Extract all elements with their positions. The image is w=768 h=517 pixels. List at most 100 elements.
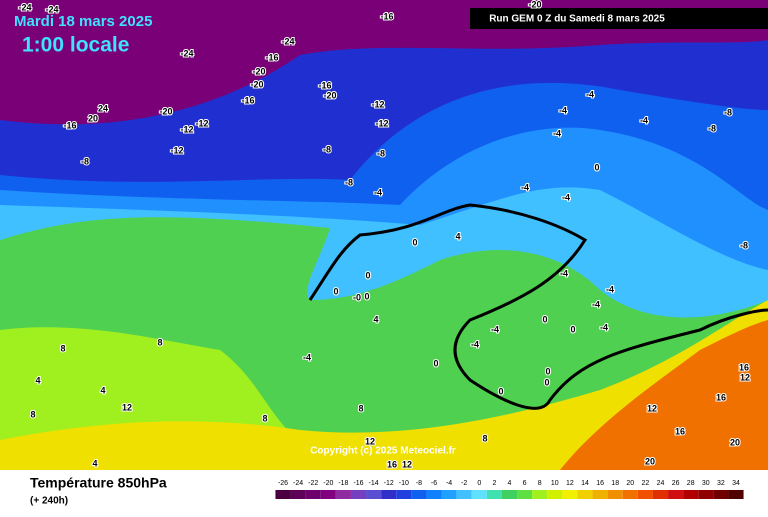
colorbar-label: 12 [566, 480, 574, 487]
contour-label: 12 [647, 403, 657, 413]
contour-label: -8 [81, 156, 89, 166]
contour-label: 12 [122, 402, 132, 412]
contour-label: -16 [380, 11, 393, 21]
colorbar-label: 14 [581, 480, 589, 487]
colorbar-swatch [290, 490, 306, 499]
colorbar-swatch [411, 490, 427, 499]
contour-label: -4 [592, 299, 600, 309]
colorbar-swatch [275, 490, 291, 499]
colorbar-label: 24 [657, 480, 665, 487]
contour-label: 12 [365, 436, 375, 446]
contour-label: -20 [159, 106, 172, 116]
contour-label: 20 [730, 437, 740, 447]
colorbar-swatch [547, 490, 563, 499]
contour-label: -8 [345, 177, 353, 187]
contour-label: 16 [387, 459, 397, 469]
colorbar-label: -20 [323, 480, 333, 487]
colorbar-swatch [456, 490, 472, 499]
contour-label: 8 [262, 413, 267, 423]
contour-label: -12 [371, 99, 384, 109]
colorbar-swatch [622, 490, 638, 499]
contour-label: -0 [353, 292, 361, 302]
contour-label: 8 [60, 343, 65, 353]
footer-lead: (+ 240h) [30, 496, 68, 507]
colorbar-label: -18 [338, 480, 348, 487]
contour-label: -20 [250, 79, 263, 89]
contour-label: -24 [281, 36, 294, 46]
temp-zone [0, 300, 768, 470]
contour-label: -8 [740, 240, 748, 250]
contour-label: -8 [708, 123, 716, 133]
colorbar-swatch [350, 490, 367, 499]
colorbar-swatch [577, 490, 593, 499]
contour-label: 4 [100, 385, 105, 395]
colorbar-label: -4 [446, 480, 452, 487]
contour-label: 0 [570, 324, 575, 334]
contour-label: 0 [545, 366, 550, 376]
colorbar-swatch [683, 490, 699, 499]
colorbar-label: -22 [308, 480, 318, 487]
contour-label: 8 [157, 337, 162, 347]
contour-label: 0 [365, 270, 370, 280]
colorbar-label: -26 [278, 480, 288, 487]
contour-label: 4 [373, 314, 378, 324]
contour-label: 4 [35, 375, 40, 385]
colorbar-swatch [471, 490, 487, 499]
colorbar-label: 10 [551, 480, 559, 487]
contour-label: -12 [375, 118, 388, 128]
contour-label: -4 [303, 352, 311, 362]
colorbar-label: -6 [431, 480, 437, 487]
contour-label: -12 [170, 145, 183, 155]
colorbar-swatch [396, 490, 412, 499]
colorbar-label: 2 [492, 480, 496, 487]
contour-label: 12 [402, 459, 412, 469]
contour-label: -4 [374, 187, 382, 197]
contour-label: 16 [675, 426, 685, 436]
colorbar-label: 0 [477, 480, 481, 487]
contour-label: -12 [195, 118, 208, 128]
contour-label: -20 [252, 66, 265, 76]
contour-label: -8 [323, 144, 331, 154]
colorbar-swatch [320, 490, 336, 499]
colorbar-label: 6 [523, 480, 527, 487]
colorbar-swatch [426, 490, 442, 499]
colorbar-swatch [517, 490, 533, 499]
time: 1:00 locale [22, 34, 129, 57]
contour-label: 12 [740, 372, 750, 382]
contour-label: 4 [455, 231, 460, 241]
colorbar-swatch [532, 490, 548, 499]
colorbar-label: -10 [399, 480, 409, 487]
contour-label: -12 [180, 124, 193, 134]
contour-label: -8 [724, 107, 732, 117]
colorbar-swatch [562, 490, 578, 499]
colorbar-label: -16 [353, 480, 363, 487]
colorbar-swatch [441, 490, 457, 499]
contour-label: 0 [364, 291, 369, 301]
colorbar-swatch [652, 490, 669, 499]
contour-label: -4 [586, 89, 594, 99]
contour-label: 8 [30, 409, 35, 419]
contour-label: -16 [63, 120, 76, 130]
zero-isotherm [308, 203, 768, 410]
colorbar-swatch [698, 490, 714, 499]
contour-label: -4 [640, 115, 648, 125]
colorbar-swatch [486, 490, 502, 499]
colorbar-swatch [366, 490, 382, 499]
contour-label: -24 [45, 4, 58, 14]
colorbar-label: -8 [416, 480, 422, 487]
contour-label: 0 [333, 286, 338, 296]
colorbar-swatch [607, 490, 623, 499]
colorbar-label: 32 [717, 480, 725, 487]
contour-label: -24 [18, 2, 31, 12]
colorbar-label: 26 [672, 480, 680, 487]
contour-label: -20 [528, 0, 541, 9]
contour-label: 8 [482, 433, 487, 443]
colorbar-label: -12 [384, 480, 394, 487]
contour-label: 0 [498, 386, 503, 396]
colorbar-swatch [728, 490, 744, 499]
colorbar-label: 28 [687, 480, 695, 487]
colorbar-label: 20 [626, 480, 634, 487]
contour-label: -4 [560, 268, 568, 278]
contour-label: -4 [471, 339, 479, 349]
contour-label: 0 [544, 377, 549, 387]
